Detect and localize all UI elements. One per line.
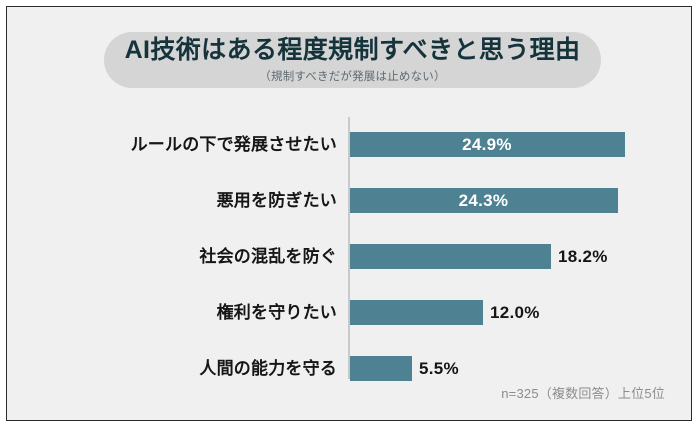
chart-title-banner: AI技術はある程度規制すべきと思う理由 （規制すべきだが発展は止めない）: [104, 32, 601, 88]
bar-row: ルールの下で発展させたい 24.9%: [7, 132, 693, 157]
bar-value-label: 12.0%: [490, 303, 540, 322]
chart-card: AI技術はある程度規制すべきと思う理由 （規制すべきだが発展は止めない） ルール…: [6, 6, 692, 421]
bar-segment: [349, 132, 625, 157]
bar-row: 社会の混乱を防ぐ 18.2%: [7, 244, 693, 269]
bar-value-label: 5.5%: [419, 359, 459, 378]
bar-row: 人間の能力を守る 5.5%: [7, 356, 693, 381]
bar-row: 悪用を防ぎたい 24.3%: [7, 188, 693, 213]
bar-category-label: ルールの下で発展させたい: [130, 135, 337, 154]
bar-category-label: 社会の混乱を防ぐ: [199, 247, 337, 266]
bar-segment: [349, 300, 483, 325]
bar-category-label: 悪用を防ぎたい: [216, 191, 337, 210]
bar-category-label: 人間の能力を守る: [199, 359, 337, 378]
bar-category-label: 権利を守りたい: [216, 303, 337, 322]
bar-segment: [349, 244, 551, 269]
value-axis-line: [348, 117, 350, 379]
page-title: AI技術はある程度規制すべきと思う理由: [124, 36, 581, 64]
chart-subtitle: （規制すべきだが発展は止めない）: [259, 70, 446, 83]
chart-footnote: n=325（複数回答）上位5位: [501, 386, 665, 401]
bar-chart-plot: ルールの下で発展させたい 24.9% 悪用を防ぎたい 24.3% 社会の混乱を防…: [7, 111, 693, 383]
bar-value-label: 18.2%: [558, 247, 608, 266]
bar-segment: [349, 356, 412, 381]
bar-row: 権利を守りたい 12.0%: [7, 300, 693, 325]
bar-value-label: 24.9%: [462, 135, 512, 154]
bar-segment: [349, 188, 618, 213]
bar-value-label: 24.3%: [458, 191, 509, 210]
